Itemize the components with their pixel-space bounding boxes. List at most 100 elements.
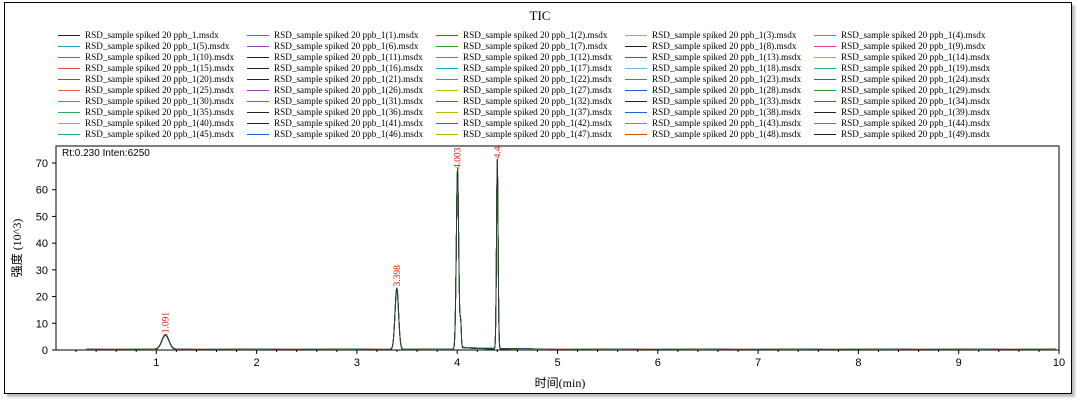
x-tick-label: 9 bbox=[956, 357, 962, 369]
series-line bbox=[86, 165, 1056, 350]
legend-label: RSD_sample spiked 20 ppb_1(33).msdx bbox=[652, 96, 802, 106]
legend-swatch bbox=[58, 79, 80, 80]
legend-label: RSD_sample spiked 20 ppb_1(20).msdx bbox=[85, 74, 235, 84]
legend-swatch bbox=[247, 68, 269, 69]
series-line bbox=[86, 161, 1056, 350]
legend-label: RSD_sample spiked 20 ppb_1(35).msdx bbox=[85, 107, 235, 117]
series-line bbox=[86, 160, 1056, 350]
y-tick-label: 50 bbox=[36, 211, 48, 223]
series-line bbox=[86, 159, 1056, 350]
series-traces bbox=[86, 158, 1056, 350]
inten-readout: Inten:6250 bbox=[102, 148, 150, 159]
chart-frame bbox=[4, 2, 1072, 394]
legend-swatch bbox=[625, 46, 647, 47]
legend-label: RSD_sample spiked 20 ppb_1(23).msdx bbox=[652, 74, 802, 84]
legend-label: RSD_sample spiked 20 ppb_1(29).msdx bbox=[841, 85, 991, 95]
series-line bbox=[86, 165, 1056, 350]
legend-label: RSD_sample spiked 20 ppb_1(28).msdx bbox=[652, 85, 802, 95]
legend-label: RSD_sample spiked 20 ppb_1(4).msdx bbox=[841, 30, 986, 40]
legend-swatch bbox=[247, 57, 269, 58]
legend-swatch bbox=[625, 134, 647, 135]
legend-swatch bbox=[247, 123, 269, 124]
series-line bbox=[86, 165, 1056, 350]
legend-swatch bbox=[814, 90, 836, 91]
series-line bbox=[86, 166, 1056, 350]
legend-swatch bbox=[436, 134, 458, 135]
legend-swatch bbox=[625, 35, 647, 36]
legend-swatch bbox=[247, 79, 269, 80]
legend-swatch bbox=[814, 134, 836, 135]
y-tick-label: 30 bbox=[36, 265, 48, 277]
legend-swatch bbox=[814, 68, 836, 69]
y-tick-label: 60 bbox=[36, 185, 48, 197]
x-tick-label: 1 bbox=[153, 357, 159, 369]
legend-swatch bbox=[814, 57, 836, 58]
legend-label: RSD_sample spiked 20 ppb_1(13).msdx bbox=[652, 52, 802, 62]
plot-area bbox=[55, 145, 1060, 351]
series-line bbox=[86, 165, 1056, 350]
legend-label: RSD_sample spiked 20 ppb_1(19).msdx bbox=[841, 63, 991, 73]
series-line bbox=[86, 162, 1056, 350]
y-tick-label: 40 bbox=[36, 238, 48, 250]
series-line bbox=[86, 168, 1056, 350]
series-line bbox=[86, 165, 1056, 350]
legend-label: RSD_sample spiked 20 ppb_1(9).msdx bbox=[841, 41, 986, 51]
series-line bbox=[86, 168, 1056, 350]
legend-label: RSD_sample spiked 20 ppb_1(8).msdx bbox=[652, 41, 797, 51]
series-line bbox=[86, 167, 1056, 350]
legend-label: RSD_sample spiked 20 ppb_1(16).msdx bbox=[274, 63, 424, 73]
cursor-readout: Rt:0.230 Inten:6250 bbox=[62, 148, 150, 159]
legend-label: RSD_sample spiked 20 ppb_1(46).msdx bbox=[274, 129, 424, 139]
legend-swatch bbox=[814, 35, 836, 36]
series-line bbox=[86, 158, 1056, 350]
legend-label: RSD_sample spiked 20 ppb_1(14).msdx bbox=[841, 52, 991, 62]
legend-swatch bbox=[814, 46, 836, 47]
series-line bbox=[86, 167, 1056, 350]
x-tick-label: 5 bbox=[554, 357, 560, 369]
legend-label: RSD_sample spiked 20 ppb_1(34).msdx bbox=[841, 96, 991, 106]
y-tick-label: 10 bbox=[36, 318, 48, 330]
legend-label: RSD_sample spiked 20 ppb_1(3).msdx bbox=[652, 30, 797, 40]
legend-swatch bbox=[58, 46, 80, 47]
series-line bbox=[86, 162, 1056, 350]
legend-label: RSD_sample spiked 20 ppb_1(40).msdx bbox=[85, 118, 235, 128]
legend-label: RSD_sample spiked 20 ppb_1(42).msdx bbox=[463, 118, 613, 128]
x-tick-label: 7 bbox=[755, 357, 761, 369]
legend-label: RSD_sample spiked 20 ppb_1(48).msdx bbox=[652, 129, 802, 139]
legend-swatch bbox=[436, 79, 458, 80]
series-line bbox=[86, 168, 1056, 350]
series-line bbox=[86, 159, 1056, 350]
legend-label: RSD_sample spiked 20 ppb_1(25).msdx bbox=[85, 85, 235, 95]
series-line bbox=[86, 160, 1056, 350]
series-line bbox=[86, 160, 1056, 350]
legend-swatch bbox=[436, 123, 458, 124]
series-line bbox=[86, 161, 1056, 350]
legend-swatch bbox=[58, 90, 80, 91]
legend-swatch bbox=[58, 134, 80, 135]
legend-label: RSD_sample spiked 20 ppb_1(43).msdx bbox=[652, 118, 802, 128]
legend-swatch bbox=[58, 57, 80, 58]
legend-swatch bbox=[625, 57, 647, 58]
legend-label: RSD_sample spiked 20 ppb_1(10).msdx bbox=[85, 52, 235, 62]
y-tick-label: 0 bbox=[42, 345, 48, 357]
peak-label: 3.398 bbox=[393, 265, 403, 287]
series-line bbox=[86, 163, 1056, 350]
series-line bbox=[86, 168, 1056, 350]
legend-label: RSD_sample spiked 20 ppb_1(1).msdx bbox=[274, 30, 419, 40]
legend-swatch bbox=[436, 101, 458, 102]
series-line bbox=[86, 163, 1056, 350]
legend-swatch bbox=[625, 123, 647, 124]
legend-swatch bbox=[58, 35, 80, 36]
series-line bbox=[86, 158, 1056, 350]
series-line bbox=[86, 162, 1056, 350]
rt-readout: Rt:0.230 bbox=[62, 148, 100, 159]
legend-label: RSD_sample spiked 20 ppb_1(12).msdx bbox=[463, 52, 613, 62]
series-line bbox=[86, 160, 1056, 350]
legend-swatch bbox=[247, 112, 269, 113]
series-line bbox=[86, 162, 1056, 350]
legend-swatch bbox=[814, 101, 836, 102]
legend-label: RSD_sample spiked 20 ppb_1(30).msdx bbox=[85, 96, 235, 106]
legend-label: RSD_sample spiked 20 ppb_1(26).msdx bbox=[274, 85, 424, 95]
x-tick-label: 3 bbox=[354, 357, 360, 369]
